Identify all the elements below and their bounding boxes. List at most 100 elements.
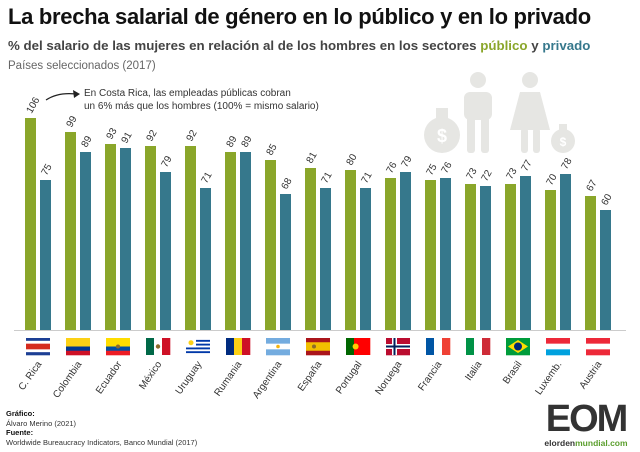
data-label: 85 bbox=[265, 142, 280, 158]
bar-public bbox=[25, 118, 36, 330]
logo-url: elordenmundial.com bbox=[534, 438, 638, 448]
bar-private bbox=[280, 194, 291, 330]
category-label: Austria bbox=[578, 359, 605, 391]
category-label: México bbox=[137, 359, 164, 392]
bar-public bbox=[105, 144, 116, 330]
data-label: 99 bbox=[65, 114, 80, 130]
data-label: 89 bbox=[80, 134, 95, 150]
data-label: 71 bbox=[360, 170, 375, 186]
data-label: 89 bbox=[225, 134, 240, 150]
credits-author: Álvaro Merino (2021) bbox=[6, 418, 77, 428]
bar-public bbox=[305, 168, 316, 330]
bar-public bbox=[585, 196, 596, 330]
bar-private bbox=[120, 148, 131, 330]
data-label: 70 bbox=[545, 172, 560, 188]
data-label: 75 bbox=[425, 162, 440, 178]
credits-chart-label: Gráfico: bbox=[6, 409, 35, 418]
bar-public bbox=[545, 190, 556, 330]
data-label: 79 bbox=[400, 154, 415, 170]
flag-ecuador-icon bbox=[106, 338, 130, 356]
annotation: En Costa Rica, las empleadas públicas co… bbox=[84, 87, 344, 113]
data-label: 89 bbox=[240, 134, 255, 150]
data-label: 73 bbox=[465, 166, 480, 182]
bar-public bbox=[225, 152, 236, 330]
bar-private bbox=[80, 152, 91, 330]
category-label: España bbox=[296, 359, 325, 393]
chart-note: Países seleccionados (2017) bbox=[8, 60, 156, 72]
category-label: Rumania bbox=[212, 359, 244, 398]
eom-logo: EOM elordenmundial.com bbox=[534, 398, 638, 450]
bar-public bbox=[265, 160, 276, 330]
category-label: Ecuador bbox=[94, 359, 125, 396]
annotation-arrow bbox=[45, 93, 77, 101]
flag-luxembourg-icon bbox=[546, 338, 570, 356]
bar-public bbox=[345, 170, 356, 330]
category-label: Uruguay bbox=[174, 359, 205, 396]
bar-private bbox=[400, 172, 411, 330]
bar-public bbox=[505, 184, 516, 330]
category-label: Argentina bbox=[251, 359, 285, 401]
credits-source: Worldwide Bureaucracy Indicators, Banco … bbox=[6, 437, 198, 447]
data-label: 75 bbox=[40, 162, 55, 178]
flag-norway-icon bbox=[386, 338, 410, 356]
category-label: Italia bbox=[463, 359, 484, 383]
data-label: 77 bbox=[520, 158, 535, 174]
country-group: 75 76 Francia bbox=[416, 160, 455, 393]
data-label: 93 bbox=[105, 126, 120, 142]
flag-portugal-icon bbox=[346, 338, 371, 355]
logo-letters: EOM bbox=[545, 398, 629, 440]
flag-italy-icon bbox=[466, 338, 491, 355]
data-label: 67 bbox=[585, 178, 600, 194]
bar-public bbox=[65, 132, 76, 330]
data-label: 81 bbox=[305, 150, 320, 166]
bar-private bbox=[520, 176, 531, 330]
bar-private bbox=[440, 178, 451, 330]
data-label: 72 bbox=[480, 168, 495, 184]
data-label: 79 bbox=[160, 154, 175, 170]
flag-mexico-icon bbox=[146, 338, 171, 355]
country-group: 73 72 Italia bbox=[463, 166, 495, 383]
category-label: Portugal bbox=[334, 359, 364, 396]
people-money-icon: $ $ bbox=[424, 72, 575, 153]
country-group: 76 79 Noruega bbox=[373, 154, 414, 397]
annotation-line-2: un 6% más que los hombres (100% = mismo … bbox=[84, 101, 319, 112]
flag-uruguay-icon bbox=[186, 338, 210, 356]
logo-url-a: elorden bbox=[544, 438, 576, 448]
arrow-head-icon bbox=[73, 90, 80, 98]
credits-source-label: Fuente: bbox=[6, 428, 34, 437]
flag-argentina-icon bbox=[266, 338, 290, 356]
data-label: 76 bbox=[440, 160, 455, 176]
data-label: 76 bbox=[385, 160, 400, 176]
category-label: Luxemb. bbox=[533, 359, 564, 397]
data-label: 78 bbox=[560, 156, 575, 172]
country-group: 106 75 C. Rica bbox=[17, 95, 55, 392]
data-label: 106 bbox=[25, 95, 43, 115]
bar-private bbox=[480, 186, 491, 330]
flag-romania-icon bbox=[226, 338, 251, 355]
bar-public bbox=[145, 146, 156, 330]
category-label: C. Rica bbox=[17, 359, 45, 393]
bar-private bbox=[320, 188, 331, 330]
category-label: Colombia bbox=[51, 359, 84, 400]
country-group: 85 68 Argentina bbox=[251, 142, 295, 401]
bar-private bbox=[160, 172, 171, 330]
bar-private bbox=[600, 210, 611, 330]
chart-subtitle: % del salario de las mujeres en relación… bbox=[8, 38, 590, 53]
data-label: 91 bbox=[120, 130, 135, 146]
flag-colombia-icon bbox=[66, 338, 90, 356]
flag-brazil-icon bbox=[506, 338, 530, 356]
flag-france-icon bbox=[426, 338, 451, 355]
bar-private bbox=[240, 152, 251, 330]
logo-url-b: mundial.com bbox=[575, 438, 628, 448]
data-label: 73 bbox=[505, 166, 520, 182]
subtitle-and: y bbox=[531, 38, 539, 53]
country-group: 92 71 Uruguay bbox=[174, 128, 215, 397]
flag-costa-rica-icon bbox=[26, 338, 50, 356]
